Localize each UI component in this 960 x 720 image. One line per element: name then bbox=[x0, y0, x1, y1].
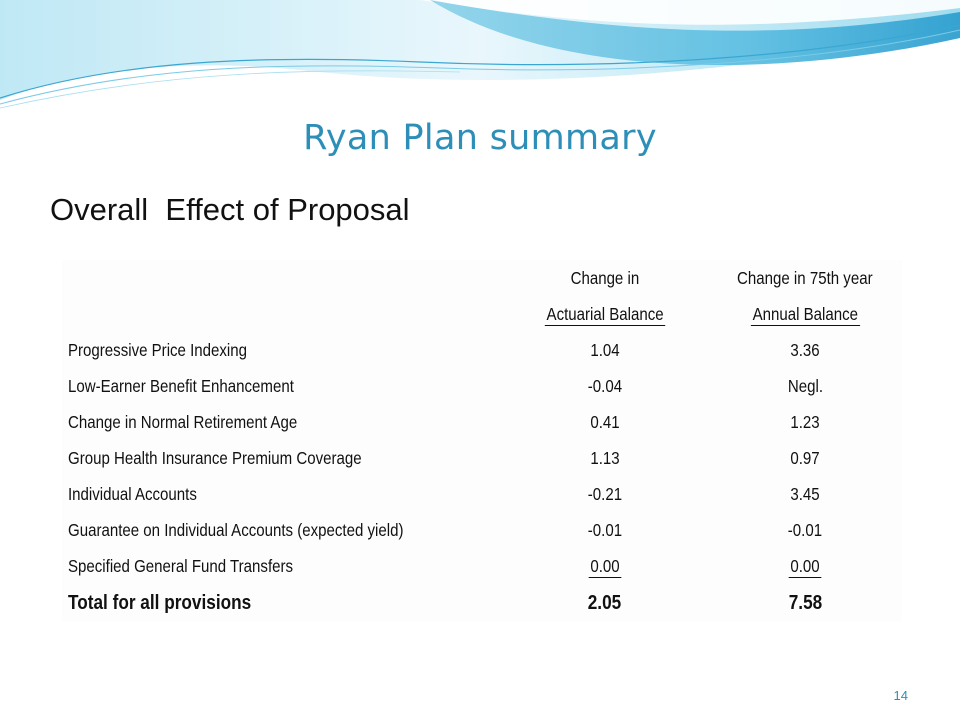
row-annual-value: Negl. bbox=[787, 375, 823, 396]
row-label: Change in Normal Retirement Age bbox=[68, 411, 298, 432]
table-row: Low-Earner Benefit Enhancement -0.04 Neg… bbox=[62, 368, 902, 404]
table-row: Guarantee on Individual Accounts (expect… bbox=[62, 512, 902, 548]
row-label: Group Health Insurance Premium Coverage bbox=[68, 447, 362, 468]
table-row: Group Health Insurance Premium Coverage … bbox=[62, 440, 902, 476]
row-actuarial-value: 1.13 bbox=[590, 447, 620, 468]
row-annual-value: 0.97 bbox=[790, 447, 820, 468]
total-actuarial-value: 2.05 bbox=[588, 591, 622, 614]
header-wave-decoration bbox=[0, 0, 960, 109]
row-label: Specified General Fund Transfers bbox=[68, 555, 294, 576]
row-label: Low-Earner Benefit Enhancement bbox=[68, 375, 294, 396]
summary-table: Change in Change in 75th year Actuarial … bbox=[62, 260, 902, 622]
row-annual-value: 3.36 bbox=[790, 339, 820, 360]
header-actuarial-line1: Change in bbox=[570, 267, 640, 288]
table-row: Change in Normal Retirement Age 0.41 1.2… bbox=[62, 404, 902, 440]
row-actuarial-value: 1.04 bbox=[590, 339, 620, 360]
row-annual-value: -0.01 bbox=[788, 519, 823, 540]
row-label: Progressive Price Indexing bbox=[68, 339, 248, 360]
row-actuarial-value: -0.21 bbox=[587, 483, 622, 504]
row-actuarial-value: -0.04 bbox=[587, 375, 622, 396]
header-annual-line1: Change in 75th year bbox=[737, 267, 873, 288]
row-annual-value: 0.00 bbox=[788, 555, 822, 578]
row-annual-value: 1.23 bbox=[790, 411, 820, 432]
page-number: 14 bbox=[893, 688, 908, 703]
header-annual-line2: Annual Balance bbox=[750, 303, 860, 326]
summary-table-panel: Change in Change in 75th year Actuarial … bbox=[62, 260, 902, 622]
total-label: Total for all provisions bbox=[68, 591, 252, 614]
table-row: Progressive Price Indexing 1.04 3.36 bbox=[62, 332, 902, 368]
row-label: Individual Accounts bbox=[68, 483, 197, 504]
row-actuarial-value: -0.01 bbox=[587, 519, 622, 540]
slide-subtitle: Overall Effect of Proposal bbox=[50, 192, 410, 227]
row-actuarial-value: 0.00 bbox=[588, 555, 622, 578]
table-row: Individual Accounts -0.21 3.45 bbox=[62, 476, 902, 512]
total-annual-value: 7.58 bbox=[788, 591, 822, 614]
row-actuarial-value: 0.41 bbox=[590, 411, 620, 432]
row-annual-value: 3.45 bbox=[790, 483, 820, 504]
table-header-row-1: Change in Change in 75th year bbox=[62, 260, 902, 296]
table-row: Specified General Fund Transfers 0.00 0.… bbox=[62, 548, 902, 584]
table-total-row: Total for all provisions 2.05 7.58 bbox=[62, 584, 902, 622]
row-label: Guarantee on Individual Accounts (expect… bbox=[68, 519, 404, 540]
header-actuarial-line2: Actuarial Balance bbox=[544, 303, 666, 326]
slide-title: Ryan Plan summary bbox=[303, 118, 657, 158]
table-header-row-2: Actuarial Balance Annual Balance bbox=[62, 296, 902, 332]
